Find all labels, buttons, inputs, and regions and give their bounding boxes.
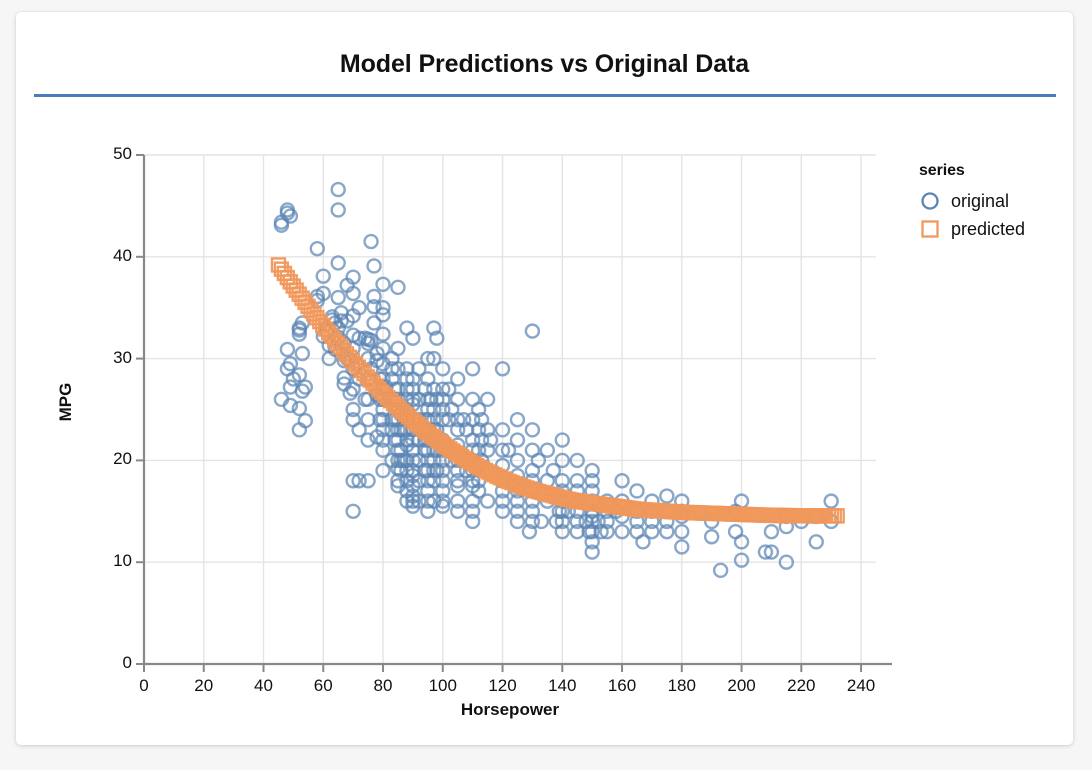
x-tick-label: 140 <box>548 676 577 695</box>
chart-card: Model Predictions vs Original Data 0 20 40… <box>16 12 1073 745</box>
series-predicted-points <box>270 257 845 524</box>
x-tick-label: 200 <box>727 676 756 695</box>
y-axis-title: MPG <box>56 382 75 422</box>
circle-marker-icon <box>919 190 945 212</box>
legend-item-predicted[interactable]: predicted <box>919 215 1069 243</box>
axis-lines <box>136 154 892 672</box>
legend: series original predicted <box>919 162 1069 243</box>
y-tick-label: 10 <box>113 551 132 571</box>
title-divider <box>34 94 1056 97</box>
gridlines <box>143 154 876 664</box>
x-tick-label: 40 <box>254 676 273 695</box>
x-tick-label: 120 <box>488 676 517 695</box>
x-axis-title: Horsepower <box>460 700 560 719</box>
square-marker-icon <box>919 218 945 240</box>
x-tick-label: 240 <box>846 676 876 695</box>
series-original-points <box>273 181 839 579</box>
x-tick-label: 20 <box>194 676 214 695</box>
x-tick-label: 80 <box>373 676 393 695</box>
y-tick-label: 50 <box>113 144 132 163</box>
scatter-plot[interactable] <box>16 12 1073 745</box>
x-tick-label: 0 <box>139 676 149 695</box>
plot-container: 0 20 40 60 80 100 120 140 160 180 200 220 240 0 10 20 30… <box>16 12 1073 745</box>
x-tick-label: 220 <box>787 676 816 695</box>
page-title: Model Predictions vs Original Data <box>339 50 750 78</box>
y-tick-label: 40 <box>113 245 132 265</box>
legend-label-predicted: predicted <box>951 218 1026 239</box>
legend-label-original: original <box>951 190 1010 211</box>
y-tick-label: 20 <box>113 449 132 469</box>
legend-item-original[interactable]: original <box>919 187 1069 215</box>
legend-title: series <box>919 162 965 179</box>
x-tick-label: 60 <box>313 676 333 695</box>
y-tick-label: 30 <box>113 347 132 367</box>
x-tick-label: 180 <box>667 676 696 695</box>
x-tick-label: 100 <box>428 676 457 695</box>
x-tick-label: 160 <box>607 676 637 695</box>
y-tick-label: 0 <box>122 653 132 672</box>
